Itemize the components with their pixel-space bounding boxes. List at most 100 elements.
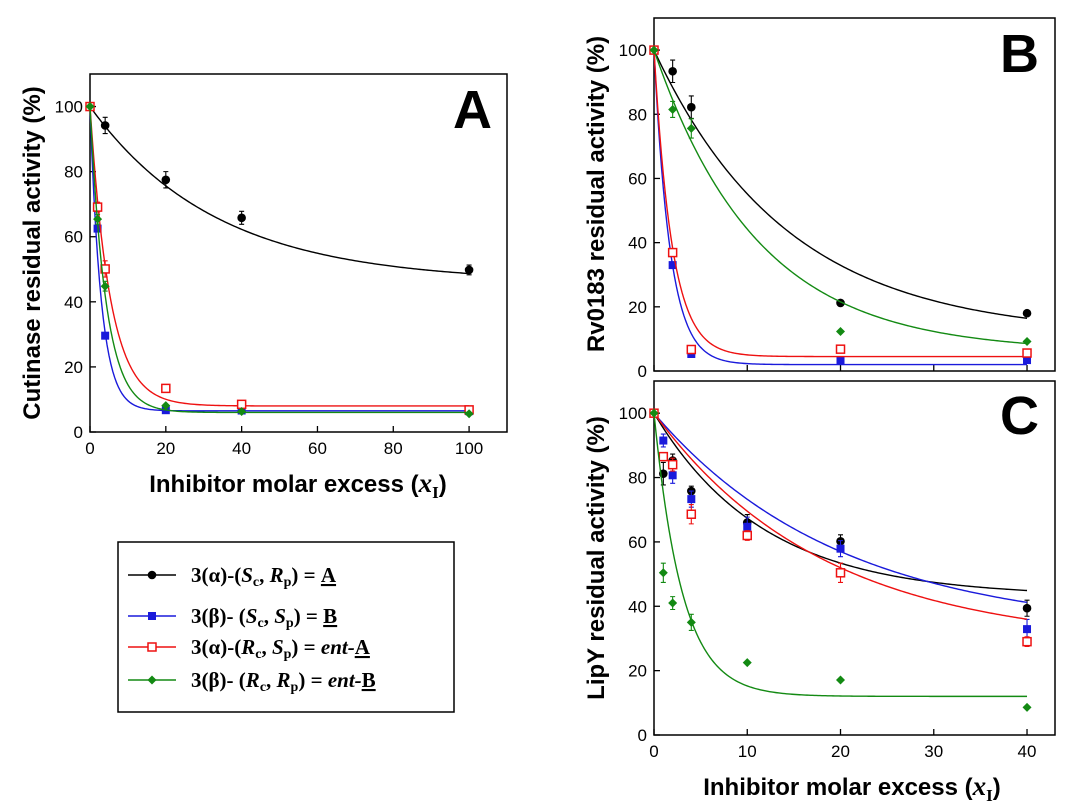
y-tick-label: 60 [64,228,83,247]
data-point [687,495,696,504]
legend-marker [147,642,157,652]
data-point [836,675,846,685]
data-point [649,45,659,55]
data-point [836,356,845,365]
x-tick-label: 80 [384,439,403,458]
panel-a: 0 20 40 60 80 100 0 20 40 60 80 100 A Cutinase resi… [19,73,508,502]
data-point [161,175,171,185]
panel-a-xlabel: Inhibitor molar excess (xI) [149,468,447,502]
data-point [161,401,171,411]
data-point [100,281,110,291]
legend-entries: 3(α)-(Sc, Rp) = A 3(β)- (Sc, Sp) = B 3(α… [128,563,376,695]
data-point [464,265,474,275]
data-point [85,102,95,112]
legend-label-b: 3(β)- (Sc, Sp) = B [191,604,337,631]
data-point [161,383,171,394]
data-point [1023,356,1032,365]
y-tick-label: 20 [628,662,647,681]
fit-curve-series-3 [653,49,1028,345]
y-tick-label: 40 [64,293,83,312]
legend-label-ent-b: 3(β)- (Rc, Rp) = ent-B [191,668,376,695]
data-point [658,451,669,462]
y-tick-label: 80 [64,163,83,182]
data-point [237,213,246,223]
data-point [1022,348,1032,358]
legend-frame [117,541,455,713]
panel-a-letter: A [453,80,492,140]
panel-c-xlabel: Inhibitor molar excess (xI) [703,771,1001,805]
fit-curve-series-0 [89,106,470,275]
legend-entry-ent-b: 3(β)- (Rc, Rp) = ent-B [128,668,376,695]
data-point [668,104,678,114]
data-point [93,214,103,224]
data-point [836,544,845,553]
legend-entry-a: 3(α)-(Sc, Rp) = A [128,563,337,590]
data-point [101,331,110,340]
panel-b-frame [653,17,1056,372]
fit-curve-series-1 [653,50,1028,366]
fit-curve-series-2 [89,106,470,407]
data-point [1022,308,1032,318]
x-tick-label: 0 [85,439,94,458]
legend-symbol-a [128,570,176,580]
data-point [686,344,697,355]
data-point [743,522,752,531]
panel-a-plot [85,101,474,419]
panel-c-plot [649,408,1032,712]
data-point [1022,636,1032,647]
data-point [1022,603,1032,613]
data-point [687,102,696,112]
y-tick-label: 0 [638,726,647,745]
y-tick-label: 60 [628,169,647,188]
y-tick-label: 40 [628,597,647,616]
fit-curve-series-2 [653,50,1028,358]
data-point [667,247,678,258]
legend-symbol-b [128,612,176,620]
panel-c-ylabel: LipY residual activity (%) [583,416,610,700]
legend-marker [148,612,156,620]
x-tick-label: 0 [649,742,658,761]
fit-curve-series-3 [89,106,470,414]
data-point [668,66,677,76]
x-tick-label: 40 [232,439,251,458]
panel-a-frame [89,73,508,433]
data-point [668,471,677,480]
x-tick-label: 10 [738,742,757,761]
data-point [686,123,696,133]
panel-a-ylabel: Cutinase residual activity (%) [19,86,46,419]
fit-curve-series-0 [653,49,1028,320]
data-point [100,121,110,130]
data-point [1022,336,1032,346]
legend: 3(α)-(Sc, Rp) = A 3(β)- (Sc, Sp) = B 3(α… [117,541,455,713]
legend-entry-b: 3(β)- (Sc, Sp) = B [128,604,337,631]
x-tick-label: 100 [455,439,483,458]
y-tick-label: 100 [619,404,647,423]
legend-symbol-ent-a [128,642,176,652]
data-point [686,617,696,627]
data-point [668,261,677,270]
data-point [835,344,846,354]
legend-label-ent-a: 3(α)-(Rc, Sp) = ent-A [191,635,371,662]
data-point [667,459,678,470]
data-point [742,658,752,668]
panel-c-frame [653,380,1056,736]
data-point [649,408,659,418]
y-tick-label: 40 [628,234,647,253]
data-point [659,436,668,445]
data-point [668,598,678,608]
data-point [686,509,697,519]
y-tick-label: 80 [628,105,647,124]
data-point [1023,625,1032,634]
x-tick-label: 40 [1018,742,1037,761]
data-point [1022,702,1032,712]
y-tick-label: 100 [55,98,83,117]
fit-curve-series-1 [89,106,470,412]
y-tick-label: 0 [638,362,647,381]
legend-marker [147,675,157,685]
panel-b-ylabel: Rv0183 residual activity (%) [583,36,610,352]
data-point [100,264,110,274]
panel-c: 0 20 40 60 80 100 0 10 20 30 40 C LipY residual ac… [583,380,1056,805]
y-tick-label: 20 [64,358,83,377]
panel-b-ticks: 0 20 40 60 80 100 [619,41,1028,381]
